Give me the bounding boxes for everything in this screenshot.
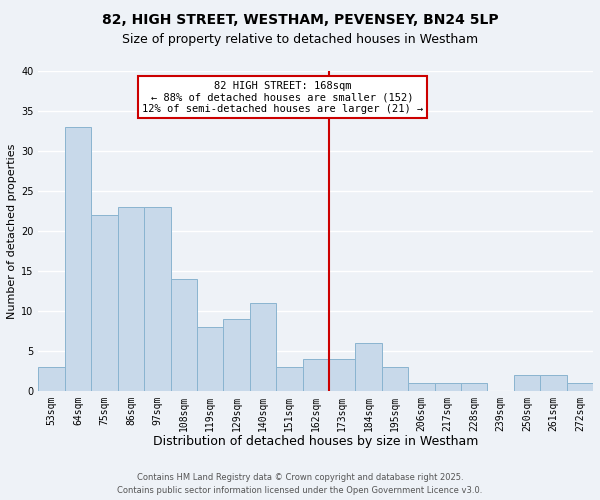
Bar — [144, 207, 170, 391]
Bar — [197, 327, 223, 391]
Bar — [250, 303, 276, 391]
Bar — [540, 375, 566, 391]
Bar — [434, 383, 461, 391]
Y-axis label: Number of detached properties: Number of detached properties — [7, 143, 17, 318]
Bar — [329, 359, 355, 391]
Bar — [514, 375, 540, 391]
Text: Size of property relative to detached houses in Westham: Size of property relative to detached ho… — [122, 32, 478, 46]
Bar — [223, 319, 250, 391]
Bar — [408, 383, 434, 391]
Bar — [91, 215, 118, 391]
Bar — [461, 383, 487, 391]
Bar — [118, 207, 144, 391]
Bar — [302, 359, 329, 391]
Bar — [276, 367, 302, 391]
Bar — [355, 343, 382, 391]
X-axis label: Distribution of detached houses by size in Westham: Distribution of detached houses by size … — [153, 435, 478, 448]
Text: 82, HIGH STREET, WESTHAM, PEVENSEY, BN24 5LP: 82, HIGH STREET, WESTHAM, PEVENSEY, BN24… — [101, 12, 499, 26]
Text: Contains HM Land Registry data © Crown copyright and database right 2025.
Contai: Contains HM Land Registry data © Crown c… — [118, 474, 482, 495]
Bar — [65, 127, 91, 391]
Bar — [38, 367, 65, 391]
Bar — [170, 279, 197, 391]
Bar — [382, 367, 408, 391]
Bar — [566, 383, 593, 391]
Text: 82 HIGH STREET: 168sqm
← 88% of detached houses are smaller (152)
12% of semi-de: 82 HIGH STREET: 168sqm ← 88% of detached… — [142, 80, 423, 114]
